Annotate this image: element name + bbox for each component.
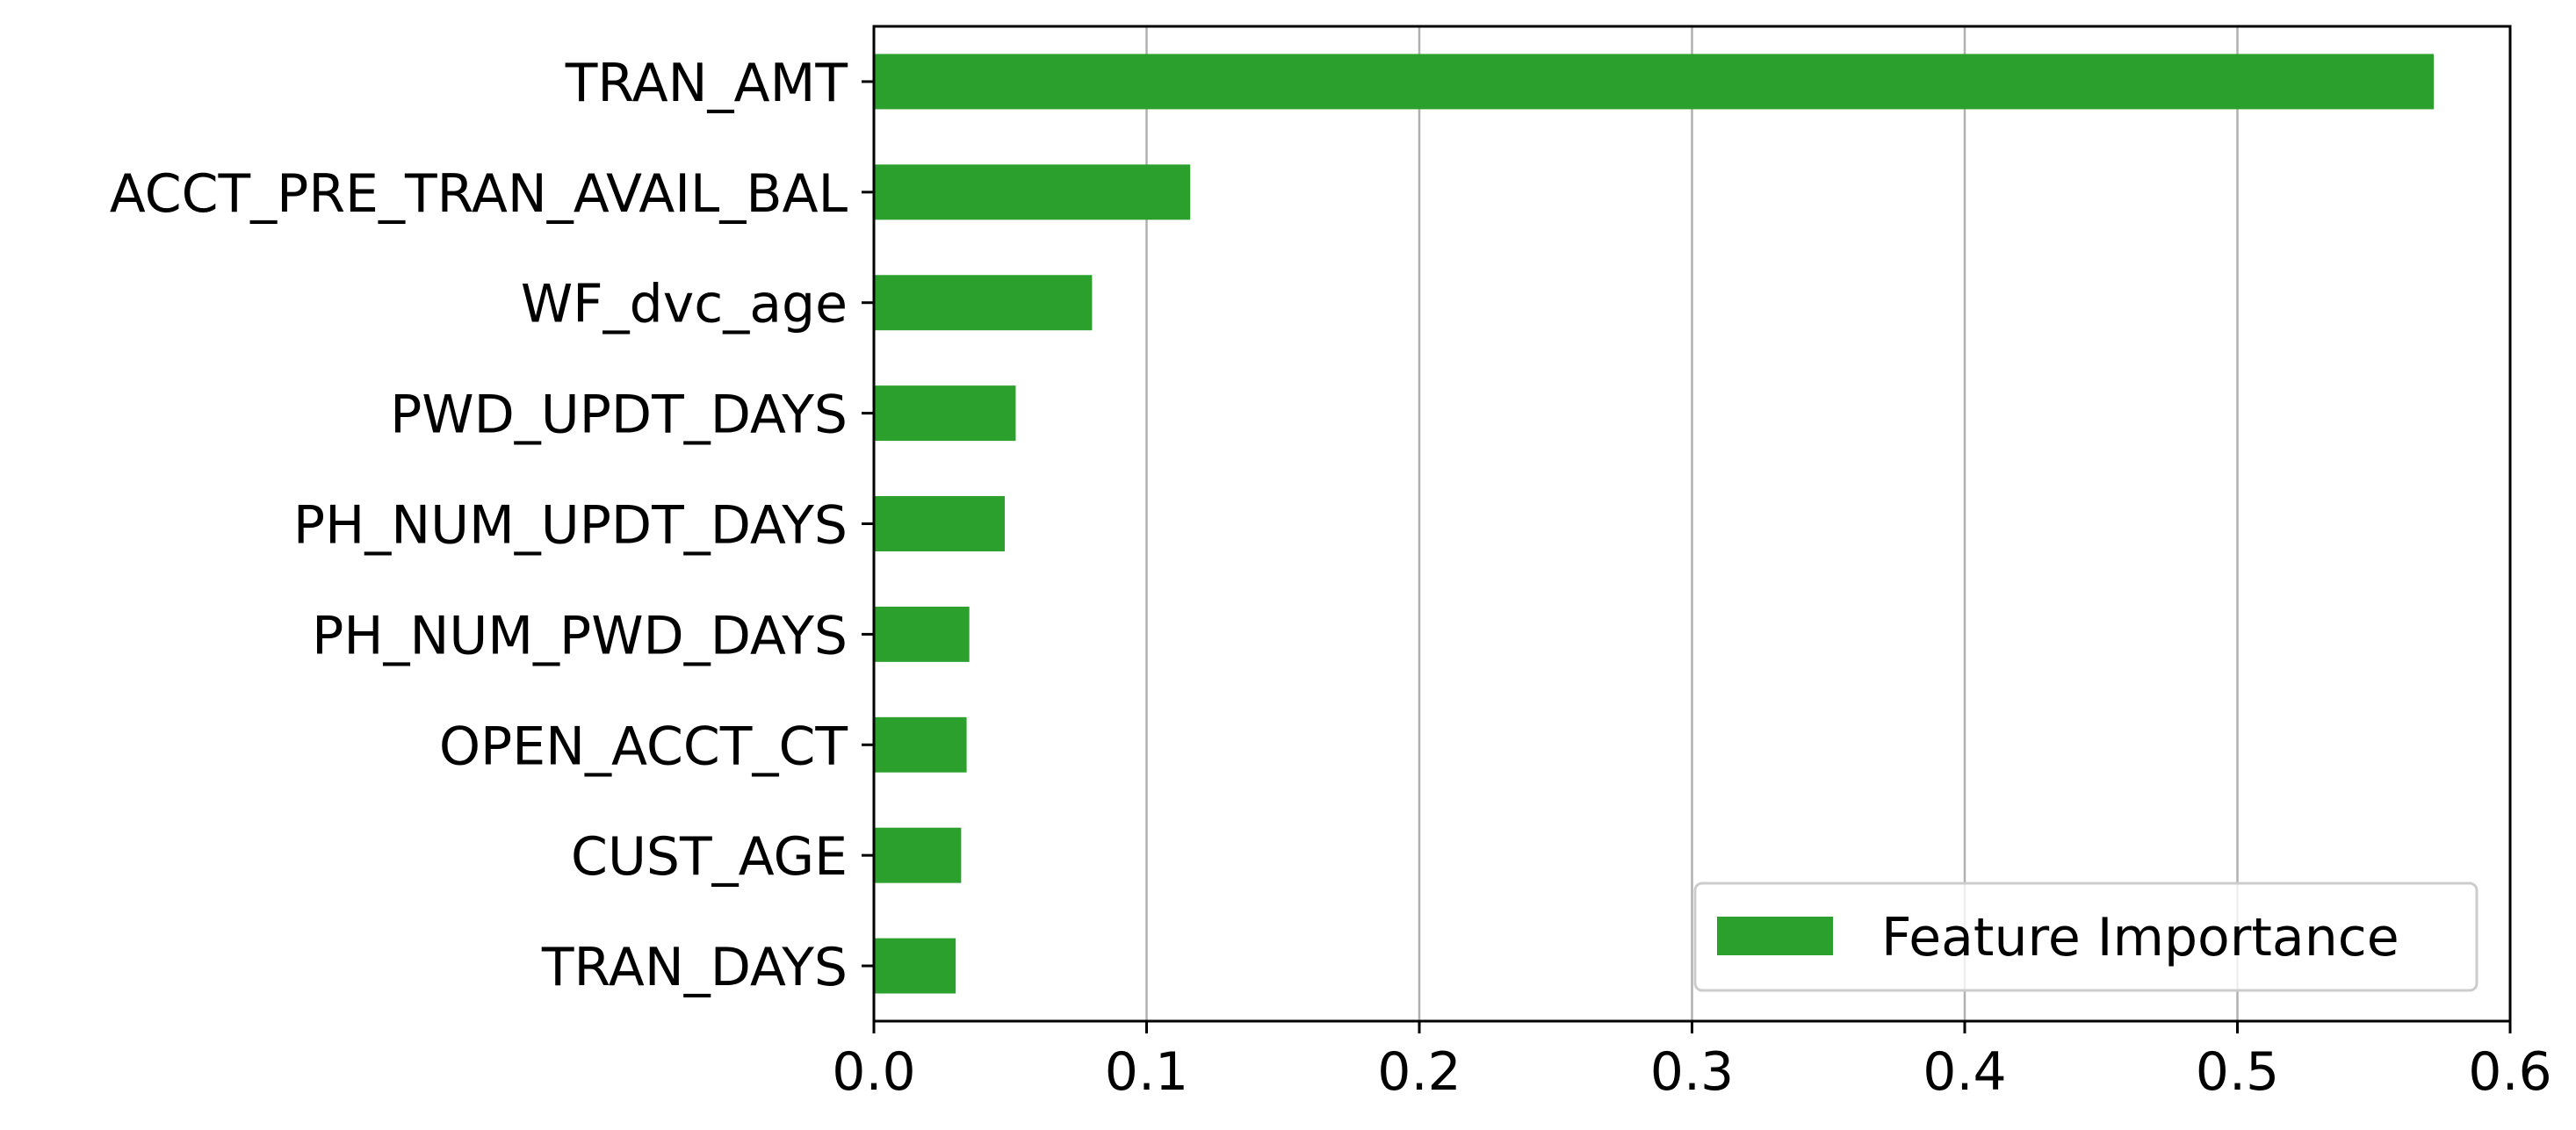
bar (874, 827, 962, 883)
x-tick-label: 0.4 (1923, 1041, 2006, 1103)
bar (874, 496, 1006, 551)
y-tick-label: PH_NUM_UPDT_DAYS (293, 495, 848, 557)
grid-lines (1145, 26, 2239, 1021)
legend-box (1693, 882, 2479, 992)
bar (874, 606, 970, 662)
y-tick-label: PWD_UPDT_DAYS (390, 385, 848, 446)
x-tick-label: 0.5 (2196, 1041, 2279, 1103)
x-tick-label: 0.0 (832, 1041, 915, 1103)
legend-swatch (1717, 917, 1833, 955)
x-tick-label: 0.1 (1105, 1041, 1188, 1103)
x-axis: 0.0 0.1 0.2 0.3 0.4 0.5 0.6 (832, 1021, 2552, 1103)
bar (874, 54, 2435, 110)
legend-label: Feature Importance (1881, 907, 2399, 968)
legend: Feature Importance (1693, 882, 2479, 992)
bars (874, 54, 2435, 994)
bar (874, 275, 1093, 331)
x-tick-label: 0.2 (1377, 1041, 1461, 1103)
y-tick-label: CUST_AGE (571, 826, 848, 888)
y-tick-label: PH_NUM_PWD_DAYS (312, 605, 848, 666)
y-tick-label: TRAN_DAYS (541, 937, 848, 998)
x-tick-label: 0.3 (1650, 1041, 1734, 1103)
bar (874, 938, 956, 994)
bar (874, 385, 1016, 442)
y-tick-label: OPEN_ACCT_CT (439, 716, 848, 777)
y-tick-label: TRAN_AMT (565, 53, 848, 114)
bar (874, 716, 967, 773)
y-axis: TRAN_AMT ACCT_PRE_TRAN_AVAIL_BAL WF_dvc_ag… (110, 53, 874, 998)
y-tick-label: ACCT_PRE_TRAN_AVAIL_BAL (110, 163, 848, 225)
bar (874, 164, 1191, 220)
x-tick-label: 0.6 (2468, 1041, 2551, 1103)
y-tick-label: WF_dvc_age (521, 274, 848, 335)
